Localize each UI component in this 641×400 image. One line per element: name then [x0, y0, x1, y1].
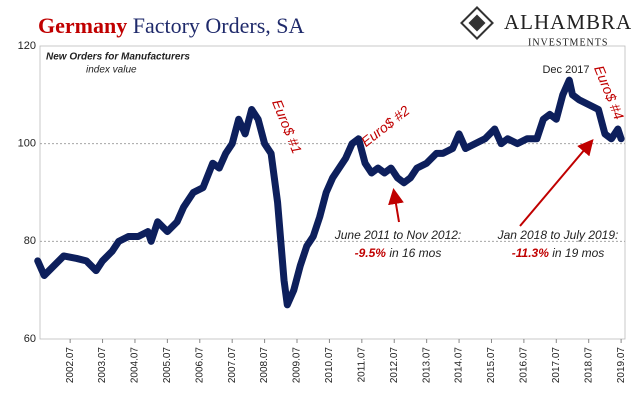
logo-sub: INVESTMENTS	[528, 37, 608, 48]
x-tick-label: 2003.07	[97, 347, 108, 384]
change: -9.5%	[355, 246, 387, 260]
annotation: Euro$ #2	[358, 102, 413, 150]
annotation: Euro$ #1	[269, 97, 305, 156]
x-tick-label: 2010.07	[324, 347, 335, 384]
annotation: -11.3% in 19 mos	[512, 246, 605, 260]
y-label: index value	[86, 65, 137, 76]
span: in 16 mos	[389, 246, 441, 260]
annotation: -9.5% in 16 mos	[355, 246, 442, 260]
x-tick-label: 2015.07	[486, 347, 497, 384]
x-tick-label: 2019.07	[616, 347, 627, 384]
chart-title: Germany Factory Orders, SA	[38, 13, 305, 38]
x-tick-label: 2006.07	[194, 347, 205, 384]
title-text: Factory Orders, SA	[133, 13, 305, 38]
logo-icon	[460, 6, 494, 40]
x-tick-label: 2005.07	[162, 347, 173, 384]
x-tick-label: 2002.07	[65, 347, 76, 384]
annotation: Jan 2018 to July 2019:	[497, 228, 619, 242]
y-tick-label: 60	[24, 333, 36, 345]
subtitle: New Orders for Manufacturers	[46, 52, 190, 63]
x-tick-label: 2007.07	[227, 347, 238, 384]
x-tick-label: 2011.07	[356, 347, 367, 383]
x-tick-label: 2014.07	[454, 347, 465, 384]
y-tick-label: 100	[18, 138, 36, 150]
annotation: Dec 2017	[542, 64, 589, 76]
span: in 19 mos	[552, 246, 604, 260]
logo: ALHAMBRA	[504, 10, 632, 34]
x-tick-label: 2013.07	[421, 347, 432, 384]
x-tick-label: 2016.07	[519, 347, 530, 384]
x-tick-label: 2009.07	[292, 347, 303, 384]
change: -11.3%	[512, 246, 549, 260]
y-tick-label: 80	[24, 235, 36, 247]
plot-frame	[39, 45, 626, 340]
title-highlight: Germany	[38, 13, 127, 38]
arrow	[519, 138, 594, 227]
x-tick-label: 2017.07	[551, 347, 562, 384]
x-tick-label: 2012.07	[389, 347, 400, 384]
annotation: June 2011 to Nov 2012:	[334, 228, 462, 242]
x-tick-label: 2018.07	[583, 347, 594, 384]
arrow	[388, 188, 404, 223]
line	[34, 76, 625, 309]
x-tick-label: 2008.07	[259, 347, 270, 384]
x-tick-label: 2004.07	[130, 347, 141, 384]
y-tick-label: 120	[18, 40, 36, 52]
